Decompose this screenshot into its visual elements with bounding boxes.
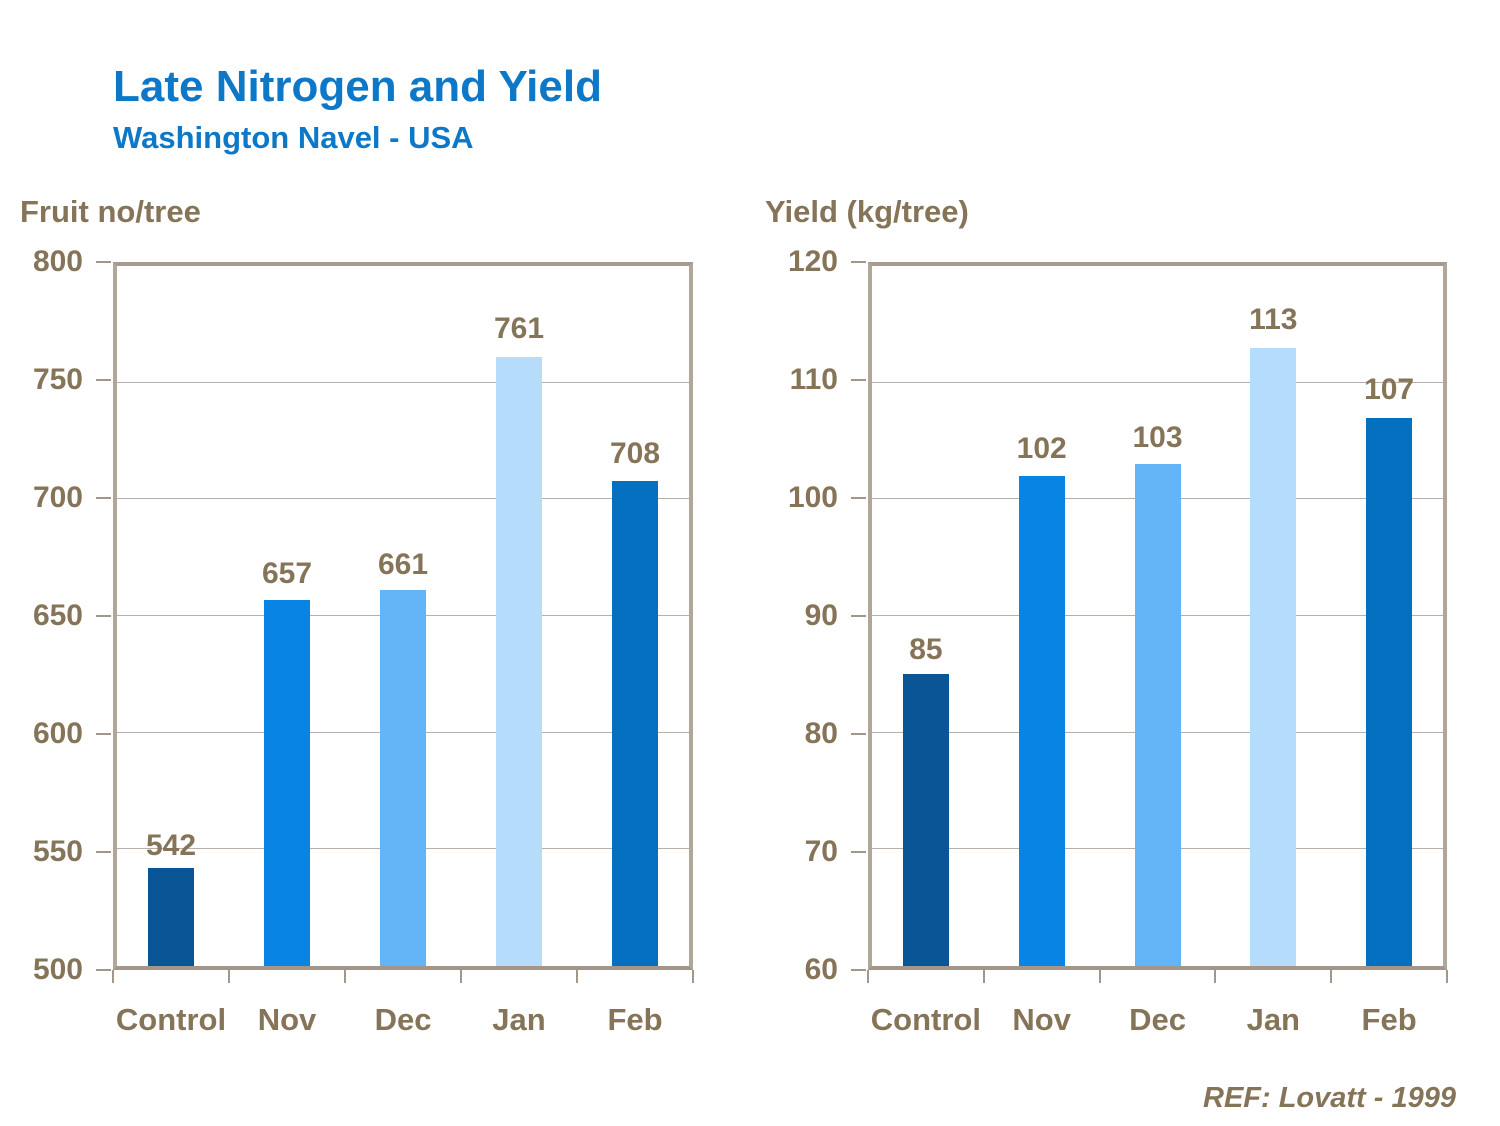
x-axis-tick: [228, 970, 230, 983]
value-label: 661: [377, 548, 429, 582]
y-tick-label: 500: [32, 953, 83, 986]
y-axis-tick: [96, 733, 111, 735]
x-axis-tick: [344, 970, 346, 983]
category-label-nov: Nov: [257, 1002, 317, 1037]
yield-axis-title: Yield (kg/tree): [765, 194, 969, 229]
y-tick-label: 100: [787, 481, 838, 514]
value-label: 103: [1132, 420, 1183, 454]
y-tick-label: 90: [804, 599, 838, 632]
gridline: [872, 381, 1443, 383]
bar-control: [902, 674, 949, 966]
value-label: 107: [1364, 373, 1415, 407]
category-label-control: Control: [115, 1002, 227, 1037]
category-label-jan: Jan: [1246, 1002, 1300, 1037]
y-axis-tick: [96, 497, 111, 499]
value-label: 761: [493, 312, 545, 346]
y-axis-tick: [96, 969, 111, 971]
category-label-feb: Feb: [607, 1002, 663, 1037]
plot-area: [113, 262, 693, 970]
bar-jan: [1250, 347, 1297, 966]
y-axis-tick: [851, 615, 866, 617]
x-axis-tick: [460, 970, 462, 983]
bar-nov: [1018, 476, 1065, 966]
y-tick-label: 750: [32, 363, 83, 396]
x-axis-tick: [692, 970, 694, 983]
bar-jan: [496, 357, 542, 966]
gridline: [117, 498, 689, 500]
value-label: 708: [609, 437, 661, 471]
y-tick-label: 60: [804, 953, 838, 986]
y-tick-label: 110: [789, 363, 838, 396]
x-axis-tick: [576, 970, 578, 983]
x-axis-tick: [112, 970, 114, 983]
bar-feb: [612, 480, 658, 966]
x-axis-tick: [867, 970, 869, 983]
y-axis-tick: [851, 733, 866, 735]
category-label-dec: Dec: [374, 1002, 432, 1037]
x-axis-tick: [1214, 970, 1217, 983]
category-label-control: Control: [870, 1002, 981, 1037]
y-axis-tick: [851, 851, 866, 853]
x-axis-tick: [1330, 970, 1333, 983]
y-tick-label: 800: [32, 245, 83, 278]
x-axis-tick: [1098, 970, 1101, 983]
y-tick-label: 650: [32, 599, 83, 632]
category-label-jan: Jan: [492, 1002, 546, 1037]
y-axis-tick: [851, 261, 866, 263]
y-axis-tick: [851, 497, 866, 499]
page-title: Late Nitrogen and Yield: [113, 62, 602, 111]
value-label: 102: [1016, 432, 1067, 466]
category-label-nov: Nov: [1012, 1002, 1071, 1037]
reference-text: REF: Lovatt - 1999: [1203, 1082, 1456, 1114]
value-label: 85: [909, 633, 943, 666]
fruit-axis-title: Fruit no/tree: [20, 194, 201, 229]
value-label: 657: [261, 557, 313, 591]
bar-nov: [264, 599, 310, 966]
category-label-feb: Feb: [1361, 1002, 1417, 1037]
value-label: 113: [1249, 302, 1298, 336]
y-tick-label: 550: [32, 835, 83, 868]
x-axis-tick: [982, 970, 985, 983]
y-axis-tick: [851, 379, 866, 381]
value-label: 542: [145, 828, 197, 862]
bar-feb: [1366, 417, 1413, 966]
bar-dec: [1134, 464, 1181, 966]
gridline: [117, 381, 689, 383]
page-subtitle: Washington Navel - USA: [113, 120, 474, 155]
y-tick-label: 600: [32, 717, 83, 750]
x-axis-tick: [1446, 970, 1448, 983]
y-tick-label: 80: [804, 717, 838, 750]
y-tick-label: 70: [804, 835, 838, 868]
y-tick-label: 120: [787, 245, 838, 278]
y-tick-label: 700: [32, 481, 83, 514]
y-axis-tick: [851, 969, 866, 971]
bar-control: [148, 868, 194, 966]
y-axis-tick: [96, 261, 111, 263]
y-axis-tick: [96, 851, 111, 853]
y-axis-tick: [96, 379, 111, 381]
bar-dec: [380, 590, 426, 966]
category-label-dec: Dec: [1129, 1002, 1186, 1037]
plot-area: [868, 262, 1447, 970]
y-axis-tick: [96, 615, 111, 617]
